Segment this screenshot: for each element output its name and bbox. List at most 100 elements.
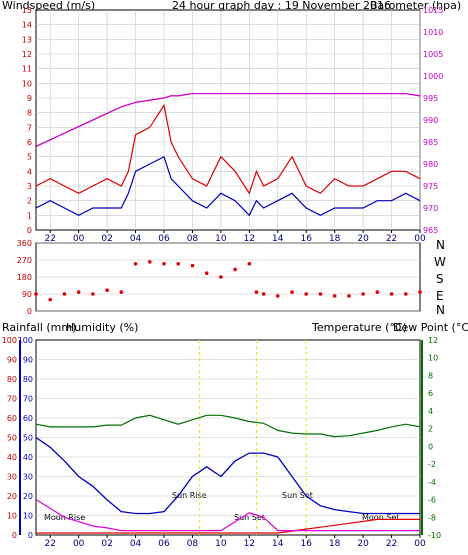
rain-tick-label: 0 <box>12 531 17 540</box>
direction-point <box>62 292 67 296</box>
rain-tick-label: 40 <box>7 453 17 462</box>
rain-tick-label: 70 <box>7 395 17 404</box>
dir-label-n-top: N <box>436 238 445 252</box>
wind-tick-label: 9 <box>27 94 32 103</box>
sunset-label-left: Sun Set <box>234 513 265 522</box>
direction-point <box>247 261 252 266</box>
direction-point <box>76 290 81 294</box>
wind-tick-label: 10 <box>22 79 32 88</box>
humidity-tick-label: 20 <box>23 492 33 501</box>
temp-tick-label: 8 <box>428 371 433 380</box>
wind-axis-title: Windspeed (m/s) <box>2 0 95 12</box>
humidity-tick-label: 70 <box>23 395 33 404</box>
baro-tick-label: 985 <box>423 138 438 147</box>
wind-tick-label: 12 <box>22 50 32 59</box>
baro-tick-label: 1000 <box>423 72 443 81</box>
bottom-xtick-label: 00 <box>414 539 426 549</box>
bottom-xtick-label: 22 <box>44 539 55 549</box>
wind-xtick-label: 04 <box>130 234 142 244</box>
direction-point <box>389 292 394 296</box>
direction-point <box>91 292 95 296</box>
temp-tick-label: 4 <box>428 407 433 416</box>
temp-tick-label: -6 <box>428 496 436 505</box>
temp-axis-title: Temperature (°C) <box>311 321 407 334</box>
baro-axis-title: Barometer (hpa) <box>370 0 461 12</box>
direction-point <box>275 294 280 298</box>
direction-point <box>162 261 166 266</box>
baro-tick-label: 975 <box>423 182 438 191</box>
dir-tick-label: 90 <box>22 290 32 299</box>
dir-tick-label: 180 <box>17 273 32 282</box>
baro-tick-label: 1010 <box>423 28 443 37</box>
bottom-xtick-label: 22 <box>386 539 397 549</box>
direction-point <box>233 267 237 272</box>
sunset-label: Sun Set <box>282 491 313 500</box>
bottom-xtick-label: 02 <box>101 539 112 549</box>
wind-xtick-label: 22 <box>44 234 55 244</box>
dew-axis-title: Dew Point (°C) <box>393 321 468 334</box>
wind-tick-label: 8 <box>27 109 32 118</box>
wind-xtick-label: 18 <box>329 234 341 244</box>
wind-tick-label: 14 <box>22 21 32 30</box>
wind-xtick-label: 16 <box>300 234 312 244</box>
bottom-xtick-label: 16 <box>300 539 312 549</box>
dir-label-n-bottom: N <box>436 303 445 317</box>
barometer-line <box>35 92 421 147</box>
direction-point <box>48 297 53 302</box>
bottom-xtick-label: 10 <box>215 539 227 549</box>
direction-point <box>190 263 195 268</box>
humidity-tick-label: 40 <box>23 453 33 462</box>
temp-tick-label: 0 <box>428 442 433 451</box>
bottom-xtick-label: 20 <box>357 539 369 549</box>
direction-point <box>290 290 294 294</box>
direction-point <box>418 290 422 294</box>
baro-tick-label: 965 <box>423 226 438 235</box>
humidity-tick-label: 30 <box>23 473 33 482</box>
wind-tick-label: 0 <box>27 226 32 235</box>
wind-xtick-label: 20 <box>357 234 369 244</box>
rain-axis-title: Rainfall (mm) <box>2 321 76 334</box>
direction-point <box>304 292 309 296</box>
bottom-xtick-label: 14 <box>272 539 284 549</box>
dir-tick-label: 0 <box>27 307 32 316</box>
wind-tick-label: 7 <box>27 123 32 132</box>
rain-tick-label: 20 <box>7 492 17 501</box>
rain-tick-label: 80 <box>7 375 17 384</box>
humidity-tick-label: 60 <box>23 414 33 423</box>
direction-point <box>403 292 408 296</box>
direction-point <box>347 294 351 298</box>
baro-tick-label: 970 <box>423 204 438 213</box>
rain-tick-label: 10 <box>7 512 17 521</box>
direction-point <box>133 261 138 266</box>
rain-tick-label: 60 <box>7 414 17 423</box>
wind-tick-label: 1 <box>27 211 32 220</box>
chart-marks: 0123456789101112131415965970975980985990… <box>2 6 444 549</box>
direction-point <box>375 290 380 294</box>
humidity-tick-label: 10 <box>23 512 33 521</box>
rain-tick-label: 100 <box>2 336 17 345</box>
dir-tick-label: 360 <box>17 239 32 248</box>
bottom-xtick-label: 00 <box>73 539 85 549</box>
direction-point <box>119 290 124 294</box>
direction-point <box>219 275 223 279</box>
wind-gust-line <box>35 103 421 195</box>
humidity-tick-label: 80 <box>23 375 33 384</box>
wind-tick-label: 5 <box>27 153 32 162</box>
wind-xtick-label: 10 <box>215 234 227 244</box>
direction-point <box>176 261 181 266</box>
dir-tick-label: 270 <box>17 256 32 265</box>
humidity-tick-label: 50 <box>23 434 33 443</box>
temp-tick-label: -2 <box>428 460 436 469</box>
rain-tick-label: 50 <box>7 434 17 443</box>
temp-tick-label: -4 <box>428 478 436 487</box>
bottom-xtick-label: 04 <box>130 539 142 549</box>
wind-avg-line <box>35 155 421 217</box>
direction-point <box>318 292 323 296</box>
wind-xtick-label: 12 <box>244 234 255 244</box>
dewpoint-line <box>35 498 420 532</box>
baro-tick-label: 990 <box>423 116 438 125</box>
moonset-label: Moon Set <box>362 513 399 522</box>
direction-point <box>254 290 259 294</box>
